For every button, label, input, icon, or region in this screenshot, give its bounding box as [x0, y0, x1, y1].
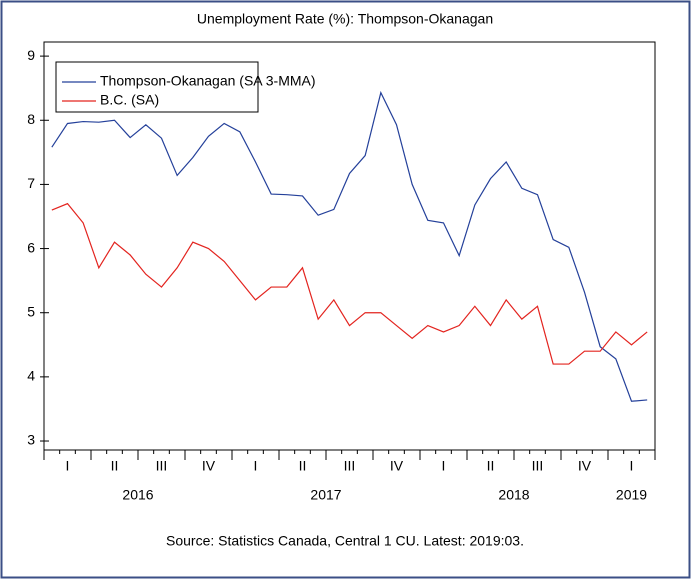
quarter-label: II — [299, 458, 307, 474]
quarter-label: IV — [578, 458, 592, 474]
year-label: 2019 — [616, 487, 647, 503]
y-tick-label: 3 — [27, 432, 35, 448]
chart-title: Unemployment Rate (%): Thompson-Okanagan — [197, 11, 493, 27]
y-tick-label: 5 — [27, 303, 35, 319]
year-label: 2017 — [310, 487, 341, 503]
quarter-label: III — [344, 458, 356, 474]
series-line — [51, 202, 648, 365]
plot-frame — [43, 41, 656, 451]
legend-label: Thompson-Okanagan (SA 3-MMA) — [100, 73, 316, 89]
year-label: 2018 — [498, 487, 529, 503]
quarter-label: I — [66, 458, 70, 474]
quarter-label: II — [111, 458, 119, 474]
quarter-label: IV — [202, 458, 216, 474]
y-tick-label: 9 — [27, 47, 35, 63]
legend-box — [55, 61, 259, 113]
quarter-label: I — [442, 458, 446, 474]
y-tick-label: 8 — [27, 111, 35, 127]
quarter-label: I — [630, 458, 634, 474]
y-tick-label: 7 — [27, 175, 35, 191]
quarter-label: IV — [390, 458, 404, 474]
year-label: 2016 — [122, 487, 153, 503]
y-tick-label: 6 — [27, 239, 35, 255]
y-tick-label: 4 — [27, 368, 35, 384]
quarter-label: II — [487, 458, 495, 474]
source-note: Source: Statistics Canada, Central 1 CU.… — [166, 533, 524, 549]
quarter-label: III — [532, 458, 544, 474]
quarter-label: I — [254, 458, 258, 474]
series-line — [51, 90, 648, 402]
quarter-label: III — [156, 458, 168, 474]
legend-label: B.C. (SA) — [100, 92, 159, 108]
